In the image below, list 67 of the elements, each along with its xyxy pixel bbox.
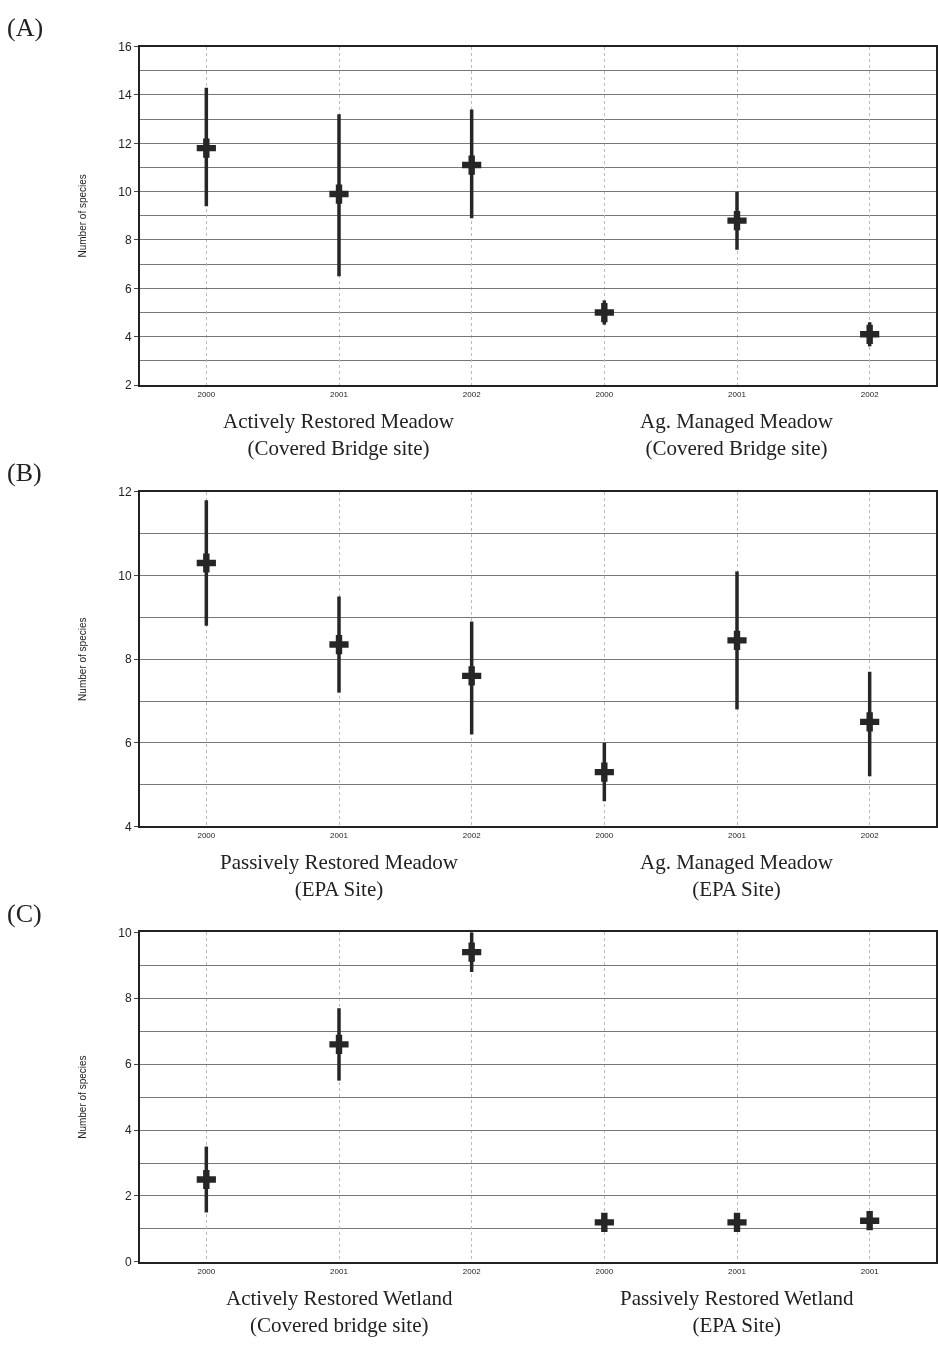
point (462, 666, 482, 686)
point (727, 211, 747, 231)
y-tick-label: 10 (118, 925, 132, 940)
x-tick-label: 2000 (197, 831, 216, 841)
x-tick-label: 2001 (860, 1266, 880, 1276)
x-tick-label: 2001 (728, 389, 747, 399)
x-tick-label: 2001 (728, 831, 747, 841)
text: Passively Restored Wetland (EPA Site) (620, 1286, 855, 1338)
y-tick-label: 10 (118, 568, 132, 583)
x-tick-label: 2001 (330, 831, 349, 841)
y-tick-label: 10 (118, 184, 132, 199)
x-tick-label: 2002 (860, 831, 880, 841)
point (462, 942, 482, 962)
y-tick-label: 8 (124, 652, 132, 667)
x-tick-label: 2002 (462, 831, 482, 841)
x-tick-label: 2002 (462, 1266, 482, 1276)
point (727, 630, 747, 650)
point (196, 138, 216, 158)
x-tick-label: 2001 (330, 1266, 349, 1276)
x-tick-label: 2002 (462, 389, 482, 399)
x-tick-label: 2002 (860, 389, 880, 399)
y-tick-label: 12 (118, 136, 132, 151)
x-tick-label: 2000 (595, 831, 614, 841)
text: Passively Restored Meadow (EPA Site) (220, 850, 459, 902)
point (196, 1169, 216, 1190)
chart-title: (A) (7, 13, 44, 42)
point (329, 634, 349, 655)
y-tick-label: 6 (124, 1057, 132, 1072)
chart-title: (C) (7, 899, 42, 928)
y-tick-label: 8 (124, 233, 132, 248)
x-tick-label: 2001 (728, 1266, 747, 1276)
y-tick-label: 8 (124, 991, 132, 1006)
x-tick-label: 2000 (595, 1266, 614, 1276)
point (329, 184, 349, 204)
point (329, 1034, 349, 1054)
point (860, 712, 880, 732)
y-tick-label: 4 (124, 329, 132, 344)
y-tick-label: 2 (124, 378, 132, 393)
text: Actively Restored Meadow (Covered Bridge site) (223, 409, 455, 461)
y-tick-label: 6 (124, 281, 132, 296)
point (727, 1212, 747, 1232)
y-tick-label: 14 (118, 88, 132, 103)
point (594, 1212, 614, 1232)
y-tick-label: 16 (118, 39, 132, 54)
y-axis-title: Number of species (76, 617, 88, 701)
x-tick-label: 2000 (197, 1266, 216, 1276)
y-tick-label: 0 (124, 1255, 132, 1270)
y-tick-label: 4 (124, 819, 132, 834)
x-tick-label: 2000 (595, 389, 614, 399)
point (462, 155, 482, 175)
x-tick-label: 2000 (197, 389, 216, 399)
y-axis-title: Number of species (76, 174, 88, 258)
point (860, 1211, 880, 1231)
y-tick-label: 2 (124, 1189, 132, 1204)
y-tick-label: 12 (118, 485, 132, 500)
y-axis-title: Number of species (76, 1055, 88, 1139)
x-tick-label: 2001 (330, 389, 349, 399)
text: Ag. Managed Meadow (Covered Bridge site) (640, 409, 834, 461)
point (860, 324, 880, 344)
y-tick-label: 4 (124, 1123, 132, 1138)
point (594, 762, 614, 782)
text: Ag. Managed Meadow (EPA Site) (640, 850, 834, 902)
chart-title: (B) (7, 458, 42, 487)
text: Actively Restored Wetland (Covered bridge site) (226, 1286, 454, 1338)
point (196, 553, 216, 573)
y-tick-label: 6 (124, 736, 132, 751)
point (594, 302, 614, 323)
